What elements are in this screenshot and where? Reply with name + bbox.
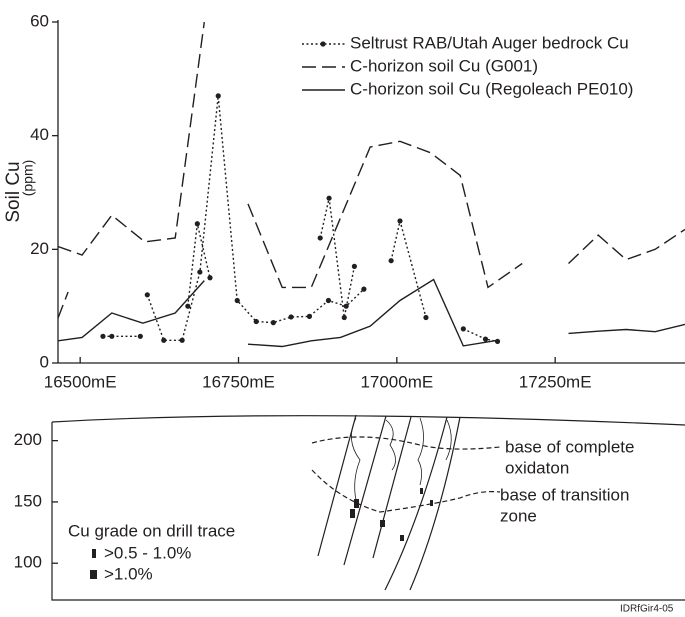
data-point bbox=[288, 314, 294, 320]
data-point bbox=[341, 314, 347, 321]
data-point bbox=[207, 275, 213, 281]
ground-surface bbox=[51, 415, 685, 426]
data-point bbox=[361, 286, 367, 292]
legend-label: >1.0% bbox=[104, 564, 153, 583]
legend-label: C-horizon soil Cu (G001) bbox=[350, 56, 538, 75]
annotation: zone bbox=[500, 506, 537, 525]
cross-section bbox=[51, 414, 685, 601]
axes bbox=[57, 20, 685, 364]
y-tick-label: 20 bbox=[30, 239, 49, 258]
data-point bbox=[100, 333, 106, 339]
data-point bbox=[306, 313, 313, 319]
data-point bbox=[460, 326, 466, 332]
y-axis-label: Soil Cu bbox=[3, 161, 24, 222]
data-point bbox=[326, 195, 332, 201]
data-point bbox=[325, 297, 332, 304]
drill-profile bbox=[417, 417, 424, 486]
x-tick-label: 16750mE bbox=[202, 372, 275, 391]
data-point bbox=[215, 93, 221, 99]
y-tick-label: 100 bbox=[14, 553, 42, 572]
annotation: base of complete bbox=[505, 437, 634, 456]
drill-profile bbox=[445, 419, 452, 461]
transition-boundary bbox=[311, 469, 501, 513]
data-point bbox=[194, 221, 200, 227]
legend-marker bbox=[320, 41, 326, 47]
grade-marks bbox=[350, 488, 433, 541]
data-point bbox=[423, 314, 429, 321]
drill-trace bbox=[372, 416, 412, 559]
annotation: oxidaton bbox=[505, 458, 569, 477]
x-tick-label: 17000mE bbox=[360, 372, 433, 391]
annotation: base of transition bbox=[500, 485, 629, 504]
data-point bbox=[197, 269, 203, 275]
drill-profile bbox=[385, 419, 396, 471]
drill-trace bbox=[409, 416, 461, 591]
data-point bbox=[185, 303, 191, 309]
y-axis-unit: (ppm) bbox=[20, 160, 36, 197]
drill-trace bbox=[384, 416, 448, 591]
data-point bbox=[137, 333, 143, 339]
data-point bbox=[343, 303, 349, 309]
figure-id: IDRfGir4-05 bbox=[620, 604, 674, 615]
data-point bbox=[161, 337, 167, 343]
data-point bbox=[144, 292, 150, 298]
data-point bbox=[397, 218, 403, 224]
data-point bbox=[109, 333, 115, 339]
drill-profile bbox=[351, 417, 361, 501]
x-tick-label: 16500mE bbox=[44, 372, 117, 391]
y-tick-label: 60 bbox=[30, 11, 49, 30]
data-point bbox=[482, 336, 489, 342]
oxidation-boundary bbox=[311, 436, 501, 450]
drill-trace bbox=[343, 415, 387, 566]
data-point bbox=[179, 337, 185, 343]
y-tick-label: 200 bbox=[14, 430, 42, 449]
series-line bbox=[103, 95, 498, 343]
y-tick-label: 150 bbox=[14, 491, 42, 510]
plot-area bbox=[58, 21, 685, 348]
data-point bbox=[494, 338, 501, 345]
data-point bbox=[317, 235, 323, 241]
legend-label: C-horizon soil Cu (Regoleach PE010) bbox=[350, 79, 633, 98]
legend-symbols bbox=[90, 549, 97, 579]
legend-label: Seltrust RAB/Utah Auger bedrock Cu bbox=[350, 33, 629, 52]
data-point bbox=[351, 263, 357, 269]
data-point bbox=[270, 320, 276, 326]
y-tick-label: 0 bbox=[40, 352, 49, 371]
data-point bbox=[388, 258, 394, 264]
data-point bbox=[234, 297, 240, 304]
legend-title: Cu grade on drill trace bbox=[68, 521, 235, 540]
y-tick-label: 40 bbox=[30, 125, 49, 144]
series-line bbox=[58, 278, 685, 348]
data-point bbox=[253, 318, 259, 325]
legend-label: >0.5 - 1.0% bbox=[104, 543, 191, 562]
x-tick-label: 17250mE bbox=[519, 372, 592, 391]
drill-trace bbox=[317, 414, 357, 557]
section-frame bbox=[51, 422, 685, 601]
series-line bbox=[58, 21, 685, 319]
